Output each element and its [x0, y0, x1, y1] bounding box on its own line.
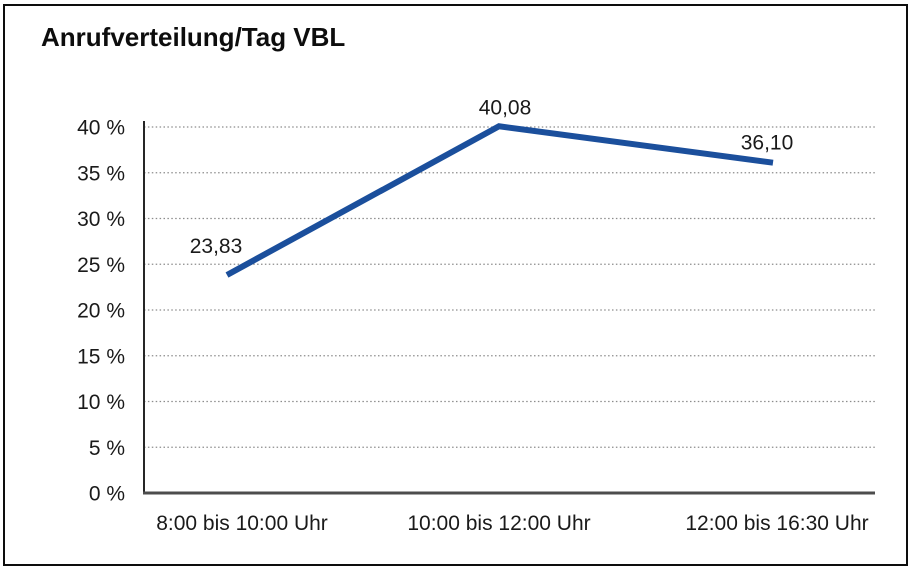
data-point-label: 23,83 — [190, 235, 243, 258]
chart-frame: Anrufverteilung/Tag VBL 0 % 5 % 10 % 15 % 20… — [3, 4, 908, 566]
data-line — [225, 123, 774, 278]
x-category-label: 10:00 bis 12:00 Uhr — [407, 512, 590, 535]
x-category-label: 12:00 bis 16:30 Uhr — [685, 512, 868, 535]
x-category-label: 8:00 bis 10:00 Uhr — [156, 512, 328, 535]
y-tick-label: 15 % — [77, 345, 125, 368]
y-tick-label: 5 % — [89, 437, 125, 460]
chart-title: Anrufverteilung/Tag VBL — [41, 22, 346, 52]
y-tick-label: 35 % — [77, 162, 125, 185]
y-tick-label: 20 % — [77, 300, 125, 323]
y-tick-label: 30 % — [77, 208, 125, 231]
y-tick-label: 10 % — [77, 391, 125, 414]
data-point-label: 40,08 — [479, 96, 532, 119]
data-point-label: 36,10 — [741, 132, 794, 155]
y-tick-label: 40 % — [77, 117, 125, 140]
y-tick-label: 0 % — [89, 483, 125, 506]
y-tick-label: 25 % — [77, 254, 125, 277]
